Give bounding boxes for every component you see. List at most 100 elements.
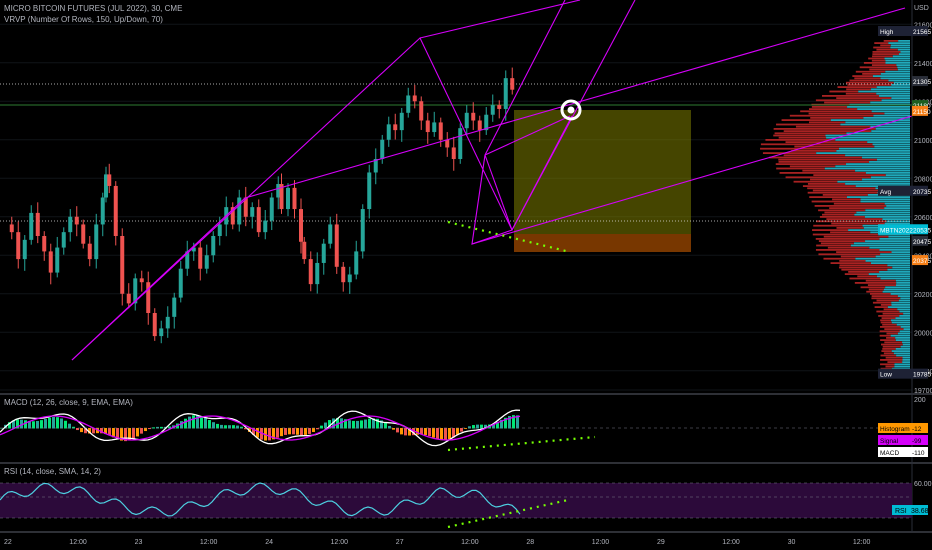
volume-bar-up bbox=[847, 196, 910, 198]
macd-histogram-bar bbox=[144, 428, 147, 432]
volume-bar-up bbox=[895, 339, 910, 341]
symbol-title[interactable]: MICRO BITCOIN FUTURES (JUL 2022), 30, CM… bbox=[4, 4, 183, 13]
candle-body bbox=[412, 95, 417, 102]
candle-body bbox=[279, 184, 284, 210]
price-label-value: 20375 bbox=[913, 258, 931, 265]
volume-bar-up bbox=[885, 286, 910, 289]
rsi-scale-top: 60.00 bbox=[914, 481, 932, 488]
volume-bar-down bbox=[887, 361, 903, 363]
volume-bar-up bbox=[894, 365, 910, 368]
candle-body bbox=[471, 112, 476, 121]
volume-bar-down bbox=[874, 306, 888, 308]
volume-bar-down bbox=[883, 40, 899, 42]
signal-line bbox=[0, 415, 521, 441]
macd-histogram-bar bbox=[204, 417, 207, 429]
volume-bar-down bbox=[822, 213, 855, 216]
macd-histogram-bar bbox=[40, 420, 43, 429]
price-label-badge bbox=[878, 224, 928, 235]
price-label-tag: Avg bbox=[880, 189, 891, 196]
target-zone[interactable] bbox=[514, 110, 691, 234]
volume-bar-up bbox=[898, 53, 910, 55]
volume-bar-down bbox=[827, 246, 870, 249]
price-label-tag: High bbox=[880, 29, 894, 36]
volume-bar-up bbox=[902, 359, 910, 361]
rsi-band bbox=[0, 483, 912, 518]
pitchfork-inner-2 bbox=[511, 115, 573, 231]
volume-bar-up bbox=[880, 77, 910, 80]
candle-body bbox=[425, 120, 430, 133]
candle-body bbox=[341, 266, 346, 283]
macd-histogram-bar bbox=[64, 420, 67, 429]
macd-histogram-bar bbox=[316, 428, 319, 430]
volume-bar-down bbox=[885, 365, 895, 368]
price-label-badge bbox=[912, 255, 928, 266]
candle-body bbox=[94, 224, 99, 260]
volume-bar-down bbox=[823, 257, 856, 260]
macd-histogram-bar bbox=[48, 417, 51, 429]
volume-bar-up bbox=[891, 304, 910, 306]
volume-bar-down bbox=[876, 48, 898, 51]
volume-bar-up bbox=[864, 216, 910, 218]
volume-bar-down bbox=[779, 172, 866, 174]
volume-bar-down bbox=[811, 200, 861, 203]
macd-histogram-bar bbox=[312, 428, 315, 433]
volume-bar-up bbox=[891, 350, 910, 352]
volume-bar-down bbox=[829, 207, 885, 209]
volume-bar-down bbox=[859, 66, 898, 69]
candle-body bbox=[406, 95, 411, 113]
volume-bar-down bbox=[839, 264, 888, 267]
macd-histogram-bar bbox=[156, 426, 159, 429]
volume-bar-up bbox=[816, 152, 910, 154]
macd-histogram-bar bbox=[396, 428, 399, 433]
volume-bar-up bbox=[884, 222, 910, 225]
volume-bar-down bbox=[882, 312, 904, 315]
volume-bar-down bbox=[815, 249, 880, 251]
volume-bar-up bbox=[900, 297, 910, 300]
volume-bar-down bbox=[815, 99, 882, 102]
price-tick: 21600 bbox=[914, 22, 932, 29]
candle-body bbox=[451, 147, 456, 159]
stop-zone[interactable] bbox=[514, 234, 691, 252]
time-tick: 29 bbox=[657, 539, 665, 546]
volume-bar-down bbox=[854, 282, 897, 284]
candle-body bbox=[178, 268, 183, 298]
macd-histogram-bar bbox=[464, 428, 467, 429]
volume-bar-up bbox=[891, 84, 910, 86]
volume-bar-down bbox=[810, 178, 862, 181]
volume-bar-down bbox=[802, 185, 856, 187]
time-axis[interactable]: 22 12:00 23 12:00 24 12:00 27 12:00 28 12:00 29 12:… bbox=[4, 539, 871, 546]
macd-histogram-bar bbox=[220, 424, 223, 429]
volume-bar-up bbox=[902, 361, 910, 363]
candle-body bbox=[35, 212, 40, 236]
volume-bar-up bbox=[885, 174, 910, 176]
volume-bar-down bbox=[885, 356, 903, 359]
volume-bar-up bbox=[895, 317, 910, 319]
volume-bar-down bbox=[775, 163, 846, 165]
volume-bar-up bbox=[885, 62, 910, 64]
target-marker[interactable] bbox=[560, 99, 582, 121]
rsi-pane bbox=[0, 482, 521, 517]
candle-body bbox=[104, 174, 108, 198]
pitchfork-upper-fan-2 bbox=[484, 0, 566, 156]
macd-histogram-bar bbox=[392, 428, 395, 430]
indicator-legend[interactable]: VRVP (Number Of Rows, 150, Up/Down, 70) bbox=[4, 15, 163, 24]
volume-bar-down bbox=[865, 279, 896, 282]
time-tick: 27 bbox=[396, 539, 404, 546]
macd-histogram-bar bbox=[476, 424, 479, 429]
macd-legend[interactable]: MACD (12, 26, close, 9, EMA, EMA) bbox=[4, 398, 133, 407]
macd-histogram-bar bbox=[160, 426, 163, 429]
time-tick: 24 bbox=[265, 539, 273, 546]
volume-bar-down bbox=[822, 95, 879, 97]
candle-body bbox=[276, 184, 281, 198]
volume-bar-up bbox=[826, 136, 910, 139]
rsi-legend[interactable]: RSI (14, close, SMA, 14, 2) bbox=[4, 467, 101, 476]
macd-histogram-bar bbox=[332, 418, 335, 429]
macd-histogram-bar bbox=[108, 428, 111, 436]
macd-histogram-bar bbox=[188, 416, 191, 429]
price-tick: 20600 bbox=[914, 215, 932, 222]
price-label-value: 20535 bbox=[913, 227, 931, 234]
volume-bar-down bbox=[810, 117, 864, 119]
candle-body bbox=[61, 232, 66, 248]
rsi-line bbox=[0, 482, 521, 517]
